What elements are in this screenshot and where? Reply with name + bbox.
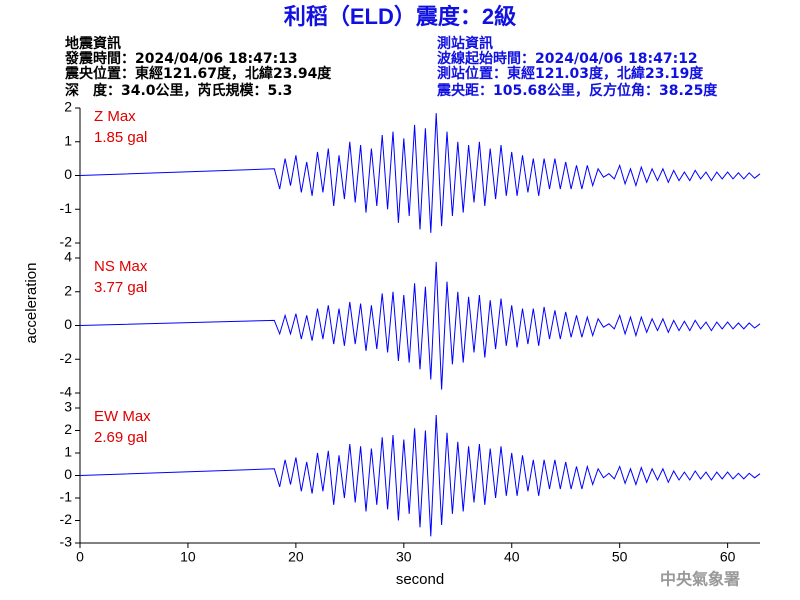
max-annotation: Z Max (94, 108, 136, 125)
y-tick-label: -2 (60, 234, 73, 250)
x-axis-label: second (396, 571, 444, 588)
y-tick-label: -2 (60, 511, 73, 527)
event-info: 地震資訊 發震時間：2024/04/06 18:47:13 震央位置：東經121… (64, 35, 332, 99)
x-tick-label: 30 (396, 549, 412, 565)
info-line: 震央位置：東經121.67度，北緯23.94度 (64, 65, 332, 82)
y-tick-label: -4 (60, 384, 73, 400)
y-tick-label: -1 (60, 489, 73, 505)
y-tick-label: -1 (60, 200, 73, 216)
x-tick-label: 50 (612, 549, 628, 565)
x-tick-label: 20 (288, 549, 304, 565)
waveform (79, 414, 761, 537)
y-axis-label: acceleration (23, 263, 40, 344)
y-tick-label: 2 (64, 421, 72, 437)
y-tick-label: 0 (64, 466, 72, 482)
y-tick-label: 0 (64, 166, 72, 182)
y-tick-label: 1 (64, 444, 72, 460)
y-tick-label: 4 (64, 249, 72, 265)
waveform (79, 261, 761, 390)
y-tick-label: 2 (64, 99, 72, 115)
info-line: 地震資訊 (65, 35, 121, 52)
waveform (79, 113, 761, 233)
info-line: 波線起始時間：2024/04/06 18:47:12 (437, 50, 698, 67)
info-line: 測站資訊 (437, 35, 493, 52)
y-tick-label: 0 (64, 316, 72, 332)
chart-title: 利稻（ELD）震度：2級 (284, 4, 516, 29)
watermark: 中央氣象署 (660, 570, 740, 589)
max-annotation: 3.77 gal (94, 279, 147, 296)
max-annotation: NS Max (94, 258, 148, 275)
max-annotation: EW Max (94, 408, 151, 425)
y-tick-label: 1 (64, 132, 72, 148)
y-tick-label: -3 (60, 534, 73, 550)
info-line: 發震時間：2024/04/06 18:47:13 (64, 50, 298, 67)
x-tick-label: 60 (720, 549, 736, 565)
max-annotation: 2.69 gal (94, 429, 147, 446)
x-tick-label: 0 (76, 549, 84, 565)
x-tick-label: 40 (504, 549, 520, 565)
y-tick-label: -2 (60, 350, 73, 366)
x-tick-label: 10 (180, 549, 196, 565)
info-line: 深 度：34.0公里，芮氏規模：5.3 (65, 82, 292, 99)
y-tick-label: 3 (64, 399, 72, 415)
station-info: 測站資訊 波線起始時間：2024/04/06 18:47:12 測站位置：東經1… (436, 35, 718, 99)
info-line: 震央距：105.68公里，反方位角：38.25度 (436, 82, 718, 99)
max-annotation: 1.85 gal (94, 129, 147, 146)
info-line: 測站位置：東經121.03度，北緯23.19度 (437, 65, 704, 82)
y-tick-label: 2 (64, 282, 72, 298)
